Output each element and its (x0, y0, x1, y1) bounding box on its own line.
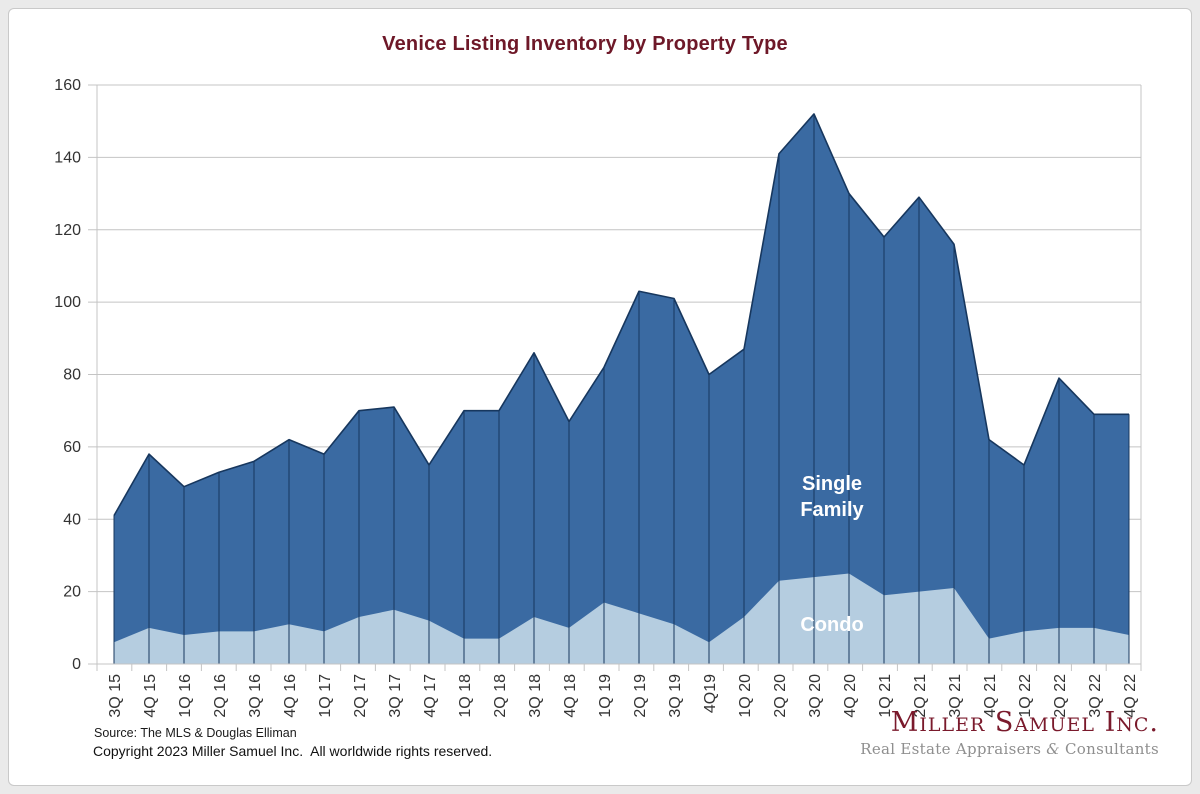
x-axis-label: 4Q19 (702, 674, 719, 713)
source-note: Source: The MLS & Douglas Elliman (94, 726, 297, 740)
x-axis-label: 1Q 17 (317, 674, 334, 718)
x-axis-label: 3Q 21 (947, 674, 964, 718)
logo-tagline-text: Real Estate Appraisers (860, 739, 1047, 758)
copyright-note: Copyright 2023 Miller Samuel Inc. All wo… (93, 743, 493, 759)
y-axis-label: 160 (54, 77, 81, 94)
x-axis-label: 3Q 20 (807, 674, 824, 718)
chart-title: Venice Listing Inventory by Property Typ… (382, 33, 788, 55)
x-axis-label: 3Q 18 (527, 674, 544, 718)
y-axis-label: 80 (63, 367, 81, 384)
x-axis-label: 3Q 22 (1087, 674, 1104, 718)
x-axis-label: 4Q 20 (842, 674, 859, 718)
series-label-single-family: Family (800, 499, 864, 521)
x-axis-label: 4Q 17 (422, 674, 439, 718)
x-axis-label: 1Q 20 (737, 674, 754, 718)
x-axis-label: 2Q 22 (1052, 674, 1069, 718)
single-family-area (114, 113, 1129, 664)
x-axis-label: 4Q 18 (562, 674, 579, 718)
y-axis-label: 140 (54, 149, 81, 166)
y-axis-label: 120 (54, 222, 81, 239)
y-axis-label: 60 (63, 439, 81, 456)
y-axis-label: 100 (54, 294, 81, 311)
x-axis-label: 2Q 16 (212, 674, 229, 718)
series-label-condo: Condo (800, 614, 863, 636)
x-axis-label: 1Q 19 (597, 674, 614, 718)
series-label-single-family: Single (802, 473, 862, 495)
x-axis-label: 4Q 22 (1122, 674, 1139, 718)
y-axis-label: 40 (63, 511, 81, 528)
x-axis-label: 2Q 19 (632, 674, 649, 718)
y-axis-label: 0 (72, 656, 81, 673)
x-axis-label: 4Q 21 (982, 674, 999, 718)
x-axis-label: 1Q 22 (1017, 674, 1034, 718)
x-axis-label: 4Q 16 (282, 674, 299, 718)
total-top-outline (113, 113, 1129, 517)
x-axis-label: 3Q 16 (247, 674, 264, 718)
condo-area (114, 573, 1129, 664)
x-axis-label: 4Q 15 (142, 674, 159, 718)
x-axis-label: 1Q 16 (177, 674, 194, 718)
logo-tagline: Real Estate Appraisers & Consultants (860, 740, 1159, 758)
x-axis-label: 2Q 21 (912, 674, 929, 718)
x-axis-label: 1Q 21 (877, 674, 894, 718)
logo-company-name: Miller Samuel Inc. (890, 707, 1159, 738)
x-axis-label: 2Q 20 (772, 674, 789, 718)
logo-tagline-text: Consultants (1059, 739, 1159, 758)
x-axis-label: 2Q 18 (492, 674, 509, 718)
y-axis-label: 20 (63, 584, 81, 601)
x-axis-label: 2Q 17 (352, 674, 369, 718)
miller-samuel-logo: Miller Samuel Inc. Real Estate Appraiser… (860, 708, 1159, 758)
logo-tagline-ampersand: & (1046, 739, 1060, 758)
x-axis-label: 3Q 15 (107, 674, 124, 718)
x-axis-label: 3Q 17 (387, 674, 404, 718)
x-axis-label: 3Q 19 (667, 674, 684, 718)
x-axis-label: 1Q 18 (457, 674, 474, 718)
